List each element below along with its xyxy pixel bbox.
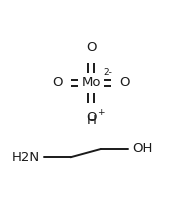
- Text: O: O: [86, 41, 96, 54]
- Text: 2-: 2-: [104, 68, 112, 77]
- Text: +: +: [97, 108, 104, 117]
- Text: Mo: Mo: [82, 76, 101, 89]
- Text: O: O: [119, 76, 130, 89]
- Text: O: O: [53, 76, 63, 89]
- Text: O: O: [86, 111, 96, 124]
- Text: H: H: [86, 114, 96, 127]
- Text: H2N: H2N: [12, 151, 40, 164]
- Text: OH: OH: [133, 142, 153, 155]
